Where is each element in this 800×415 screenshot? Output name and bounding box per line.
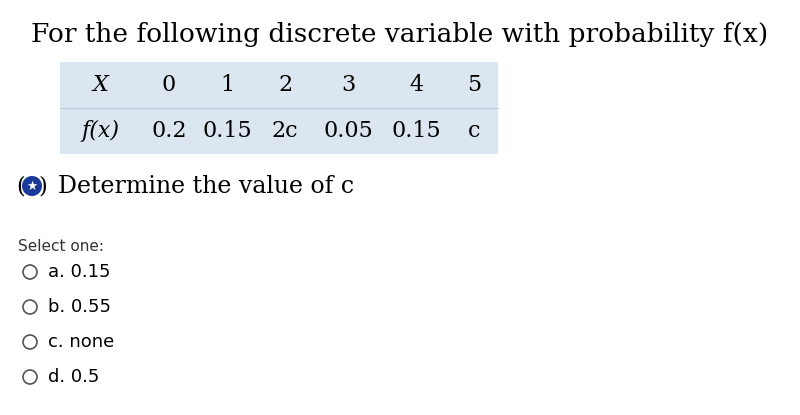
Text: 1: 1 — [220, 74, 234, 96]
Text: 0.15: 0.15 — [391, 120, 441, 142]
Text: d. 0.5: d. 0.5 — [48, 368, 99, 386]
Text: (: ( — [17, 175, 26, 197]
Text: ): ) — [38, 175, 47, 197]
Circle shape — [22, 176, 42, 196]
Text: X: X — [92, 74, 108, 96]
Text: Determine the value of c: Determine the value of c — [58, 174, 354, 198]
Text: For the following discrete variable with probability f(x): For the following discrete variable with… — [31, 22, 769, 47]
Text: ★: ★ — [26, 180, 38, 193]
Text: Select one:: Select one: — [18, 239, 104, 254]
Text: 0: 0 — [162, 74, 176, 96]
Text: 4: 4 — [409, 74, 423, 96]
Text: 0.05: 0.05 — [323, 120, 373, 142]
Text: 3: 3 — [341, 74, 355, 96]
Text: 5: 5 — [467, 74, 481, 96]
Text: c. none: c. none — [48, 333, 114, 351]
Text: 0.15: 0.15 — [202, 120, 252, 142]
Text: f(x): f(x) — [81, 120, 119, 142]
Text: c: c — [468, 120, 480, 142]
Text: 0.2: 0.2 — [151, 120, 186, 142]
Text: 2c: 2c — [272, 120, 298, 142]
FancyBboxPatch shape — [60, 62, 498, 154]
Text: a. 0.15: a. 0.15 — [48, 263, 110, 281]
Text: 2: 2 — [278, 74, 292, 96]
Text: b. 0.55: b. 0.55 — [48, 298, 111, 316]
